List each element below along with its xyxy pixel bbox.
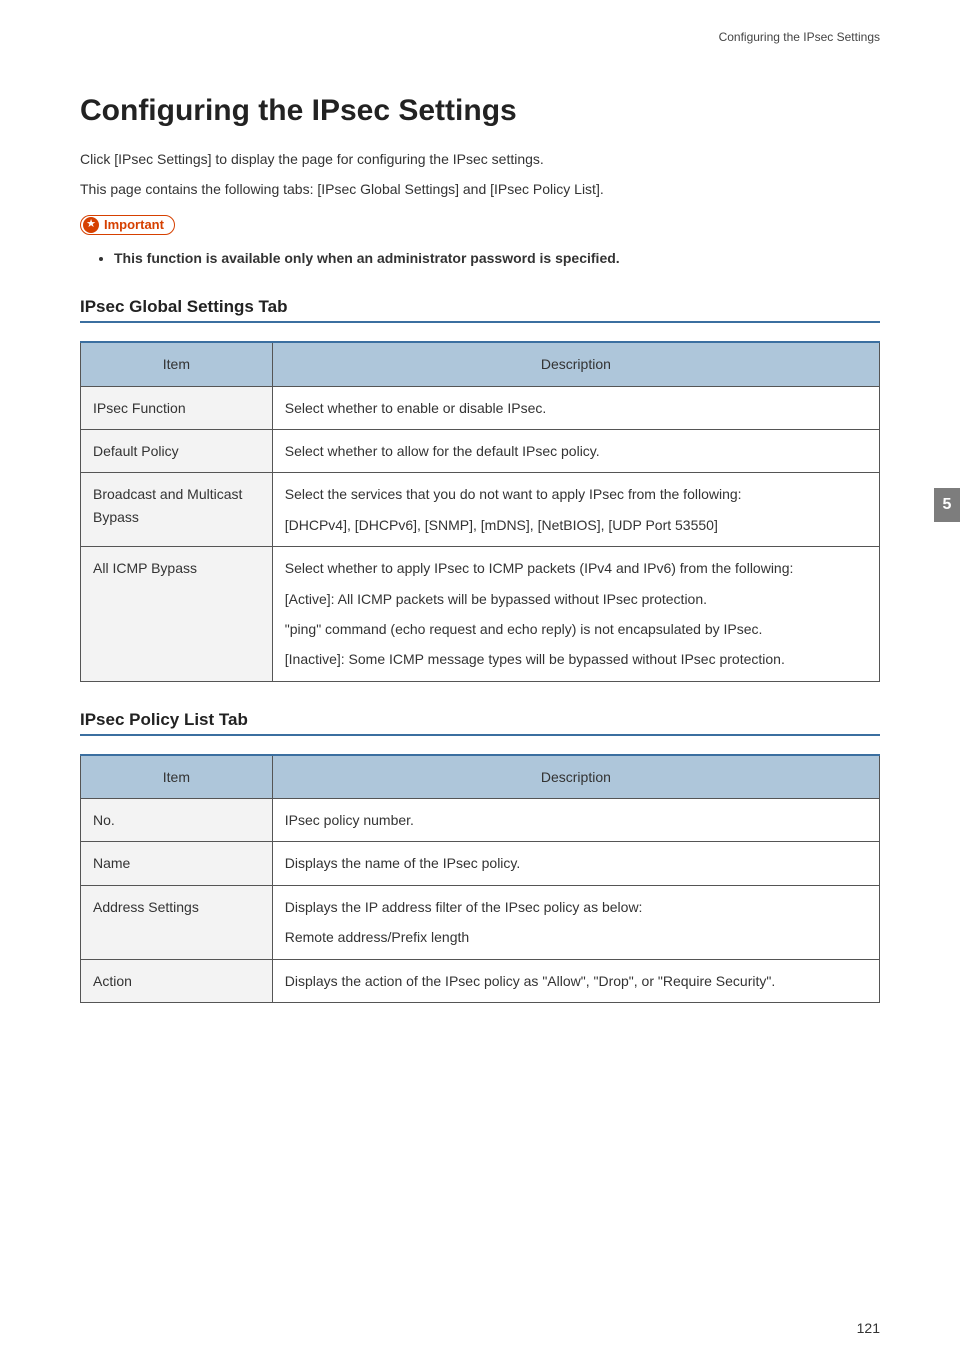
cell-item: All ICMP Bypass — [81, 547, 273, 682]
section-heading-global: IPsec Global Settings Tab — [80, 297, 880, 323]
table-row: All ICMP Bypass Select whether to apply … — [81, 547, 880, 682]
table-header-description: Description — [272, 342, 879, 386]
cell-desc: IPsec policy number. — [272, 799, 879, 842]
cell-item: Name — [81, 842, 273, 885]
table-row: IPsec Function Select whether to enable … — [81, 386, 880, 429]
table-row: Broadcast and Multicast Bypass Select th… — [81, 473, 880, 547]
cell-desc-line: Displays the action of the IPsec policy … — [285, 970, 867, 992]
important-label: Important — [104, 217, 164, 232]
intro-paragraph-1: Click [IPsec Settings] to display the pa… — [80, 148, 880, 170]
cell-desc-line: Displays the name of the IPsec policy. — [285, 852, 867, 874]
cell-desc-line: Select the services that you do not want… — [285, 483, 867, 505]
cell-item: Address Settings — [81, 885, 273, 959]
cell-desc-line: Select whether to enable or disable IPse… — [285, 397, 867, 419]
cell-item: Default Policy — [81, 429, 273, 472]
cell-desc: Displays the IP address filter of the IP… — [272, 885, 879, 959]
page-title: Configuring the IPsec Settings — [80, 94, 880, 128]
cell-desc-line: Displays the IP address filter of the IP… — [285, 896, 867, 918]
star-icon — [83, 217, 99, 233]
important-list: This function is available only when an … — [80, 247, 880, 269]
cell-desc-line: [Inactive]: Some ICMP message types will… — [285, 648, 867, 670]
section-heading-policy: IPsec Policy List Tab — [80, 710, 880, 736]
page-container: Configuring the IPsec Settings Configuri… — [0, 0, 960, 1360]
cell-desc-line: [DHCPv4], [DHCPv6], [SNMP], [mDNS], [Net… — [285, 514, 867, 536]
table-row: Name Displays the name of the IPsec poli… — [81, 842, 880, 885]
table-row: Address Settings Displays the IP address… — [81, 885, 880, 959]
cell-desc: Select the services that you do not want… — [272, 473, 879, 547]
cell-desc: Select whether to enable or disable IPse… — [272, 386, 879, 429]
table-row: Action Displays the action of the IPsec … — [81, 959, 880, 1002]
important-bullet: This function is available only when an … — [114, 247, 880, 269]
cell-item: Broadcast and Multicast Bypass — [81, 473, 273, 547]
cell-desc-line: Select whether to allow for the default … — [285, 440, 867, 462]
important-badge: Important — [80, 215, 175, 235]
table-header-item: Item — [81, 755, 273, 799]
cell-desc: Select whether to allow for the default … — [272, 429, 879, 472]
cell-desc-line: [Active]: All ICMP packets will be bypas… — [285, 588, 867, 610]
intro-paragraph-2: This page contains the following tabs: [… — [80, 178, 880, 200]
cell-desc: Select whether to apply IPsec to ICMP pa… — [272, 547, 879, 682]
cell-desc: Displays the action of the IPsec policy … — [272, 959, 879, 1002]
cell-item: IPsec Function — [81, 386, 273, 429]
table-header-description: Description — [272, 755, 879, 799]
table-policy-list: Item Description No. IPsec policy number… — [80, 754, 880, 1003]
running-header: Configuring the IPsec Settings — [80, 30, 880, 44]
cell-desc-line: IPsec policy number. — [285, 809, 867, 831]
cell-desc-line: "ping" command (echo request and echo re… — [285, 618, 867, 640]
cell-desc-line: Select whether to apply IPsec to ICMP pa… — [285, 557, 867, 579]
table-header-row: Item Description — [81, 342, 880, 386]
cell-item: Action — [81, 959, 273, 1002]
table-header-row: Item Description — [81, 755, 880, 799]
cell-desc: Displays the name of the IPsec policy. — [272, 842, 879, 885]
table-global-settings: Item Description IPsec Function Select w… — [80, 341, 880, 682]
table-row: Default Policy Select whether to allow f… — [81, 429, 880, 472]
page-number: 121 — [857, 1320, 880, 1336]
chapter-tab: 5 — [934, 488, 960, 522]
table-row: No. IPsec policy number. — [81, 799, 880, 842]
table-header-item: Item — [81, 342, 273, 386]
cell-item: No. — [81, 799, 273, 842]
cell-desc-line: Remote address/Prefix length — [285, 926, 867, 948]
